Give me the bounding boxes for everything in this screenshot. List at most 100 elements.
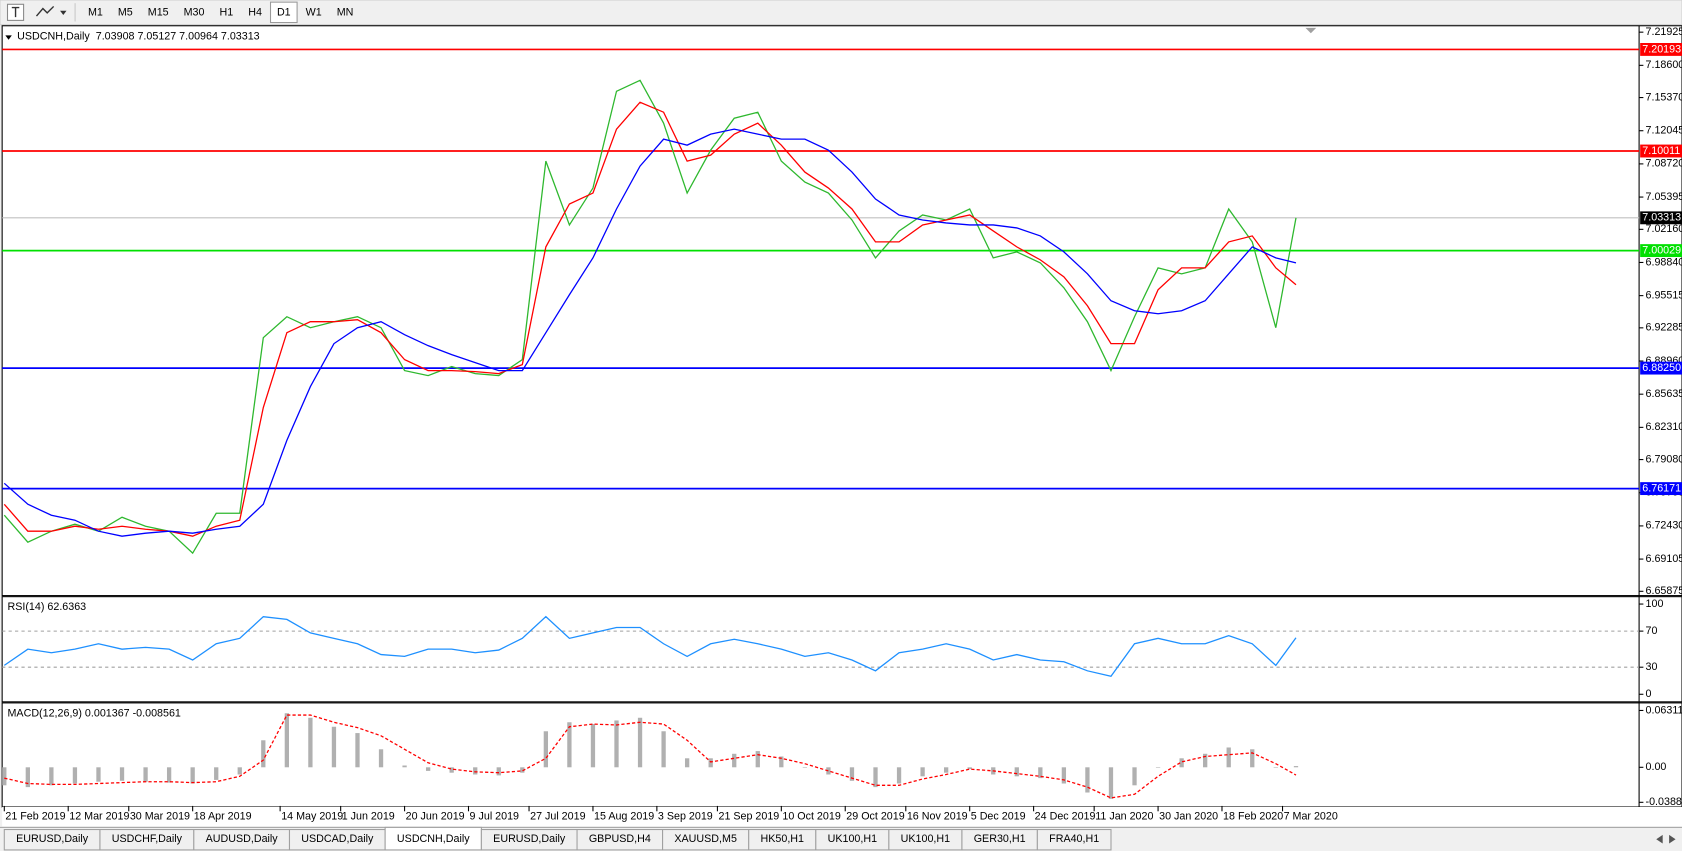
x-tick-label: 20 Jun 2019 <box>406 810 465 822</box>
panel-title: MACD(12,26,9) 0.001367 -0.008561 <box>8 707 181 719</box>
histogram-bar <box>331 726 337 768</box>
y-tick-label: 100 <box>1646 598 1664 610</box>
histogram-bar <box>308 717 313 768</box>
histogram-bar <box>637 717 643 768</box>
histogram-bar <box>1203 753 1208 768</box>
text-tool-glyph <box>11 6 20 18</box>
x-tick-label: 3 Sep 2019 <box>658 810 713 822</box>
histogram-bar <box>1250 749 1255 768</box>
series-line <box>3 101 1297 537</box>
panel-0: 7.21925 7.18600 7.15370 7.12045 7.08720 7.053… <box>2 26 1682 597</box>
tab-label: GBPUSD,H4 <box>589 833 651 845</box>
histogram-bar <box>543 731 549 768</box>
objects-tool[interactable] <box>35 5 55 17</box>
y-tick-label: 6.95515 <box>1646 289 1682 301</box>
y-tick-label: 0 <box>1646 688 1652 700</box>
x-tick-label: 21 Feb 2019 <box>5 810 65 822</box>
tab[interactable] <box>1036 829 1112 851</box>
y-tick-label: 7.05395 <box>1646 191 1682 203</box>
timeframe-button[interactable] <box>269 1 298 24</box>
histogram-bar <box>1293 766 1299 768</box>
tab-label: USDCNH,Daily <box>397 833 470 845</box>
series-line <box>3 128 1297 537</box>
y-tick-label: 30 <box>1646 661 1658 673</box>
histogram-bar <box>708 758 713 768</box>
y-tick-label: 6.85635 <box>1646 388 1682 400</box>
timeframe-label: MN <box>337 7 354 19</box>
main-panel <box>1 25 1682 597</box>
histogram-bar <box>520 767 525 773</box>
timeframe-label: M15 <box>148 7 169 19</box>
histogram-bar <box>1085 767 1090 793</box>
x-tick-label: 16 Nov 2019 <box>907 810 968 822</box>
x-tick-label: 12 Mar 2019 <box>69 810 129 822</box>
histogram-bar <box>826 767 831 775</box>
y-tick-label: 7.02160 <box>1646 223 1682 235</box>
level-label: 6.76171 <box>1642 482 1681 494</box>
x-tick-label: 15 Aug 2019 <box>594 810 654 822</box>
timeframe-label: H1 <box>220 7 234 19</box>
x-tick-label: 24 Dec 2019 <box>1035 810 1096 822</box>
y-tick-label: 6.79080 <box>1646 453 1682 465</box>
current-price-label: 7.03313 <box>1642 212 1681 224</box>
x-tick-label: 30 Mar 2019 <box>130 810 190 822</box>
histogram-bar <box>284 713 289 768</box>
histogram-bar <box>1179 758 1184 768</box>
x-tick-label: 7 Mar 2020 <box>1284 810 1338 822</box>
y-tick-label: 70 <box>1646 625 1658 637</box>
histogram-bar <box>1226 747 1231 768</box>
dropdown-arrow[interactable] <box>60 10 67 16</box>
histogram-bar <box>190 767 195 784</box>
histogram-bar <box>802 767 808 768</box>
x-tick-label: 14 May 2019 <box>281 810 343 822</box>
histogram-bar <box>214 767 219 780</box>
scroll-right[interactable] <box>1669 834 1676 844</box>
x-tick-label: 29 Oct 2019 <box>846 810 904 822</box>
level-label-box <box>1640 144 1682 158</box>
histogram-bar <box>166 767 172 783</box>
y-tick-label: -0.038877 <box>1646 796 1682 808</box>
tabs: EURUSD,Daily USDCHF,Daily AUDUSD,Daily USDC… <box>3 826 1112 851</box>
histogram-bar <box>1132 767 1137 786</box>
histogram-bar <box>614 720 619 768</box>
y-tick-label: 7.12045 <box>1646 125 1682 137</box>
histogram-bar <box>402 765 407 768</box>
chart-shift-marker[interactable] <box>1305 27 1317 34</box>
histogram-bar <box>896 767 902 784</box>
histogram-bar <box>496 767 501 776</box>
histogram-bar <box>590 724 596 768</box>
timeframe-label: H4 <box>248 7 262 19</box>
histogram-bar <box>355 733 360 768</box>
timeframe-label: M5 <box>118 7 133 19</box>
symbol-menu-arrow[interactable] <box>5 35 12 40</box>
histogram-bar <box>473 767 478 775</box>
y-tick-label: 6.98840 <box>1646 256 1682 268</box>
level-label: 7.20193 <box>1642 43 1681 55</box>
panel-title: RSI(14) 62.6363 <box>8 601 87 613</box>
level-label: 7.00029 <box>1642 244 1681 256</box>
y-tick-label: 7.15370 <box>1646 91 1682 103</box>
level-label: 7.10011 <box>1642 145 1680 157</box>
x-tick-label: 1 Jun 2019 <box>342 810 395 822</box>
x-tick-label: 18 Apr 2019 <box>194 810 252 822</box>
x-tick-label: 9 Jul 2019 <box>470 810 519 822</box>
tab-label: AUDUSD,Daily <box>206 833 279 845</box>
x-tick-label: 18 Feb 2020 <box>1223 810 1283 822</box>
series-line <box>4 714 1297 799</box>
series-line <box>3 615 1297 677</box>
tab-label: EURUSD,Daily <box>16 833 89 845</box>
panel-2: 0.063113 0.00 -0.038877 MACD(12,26,9) 0.001… <box>2 704 1682 822</box>
histogram-bar <box>72 767 78 784</box>
y-tick-label: 7.21925 <box>1646 26 1682 38</box>
tab-label: HK50,H1 <box>761 833 805 845</box>
tab-label: EURUSD,Daily <box>493 833 566 845</box>
histogram-bar <box>237 767 242 775</box>
histogram-bar <box>96 767 101 782</box>
level-label-box <box>1640 244 1682 258</box>
scroll-left[interactable] <box>1656 834 1663 844</box>
tab-label: UK100,H1 <box>901 833 950 845</box>
histogram-bar <box>920 767 925 777</box>
y-tick-label: 6.69105 <box>1646 553 1682 565</box>
x-tick-label: 10 Oct 2019 <box>782 810 840 822</box>
